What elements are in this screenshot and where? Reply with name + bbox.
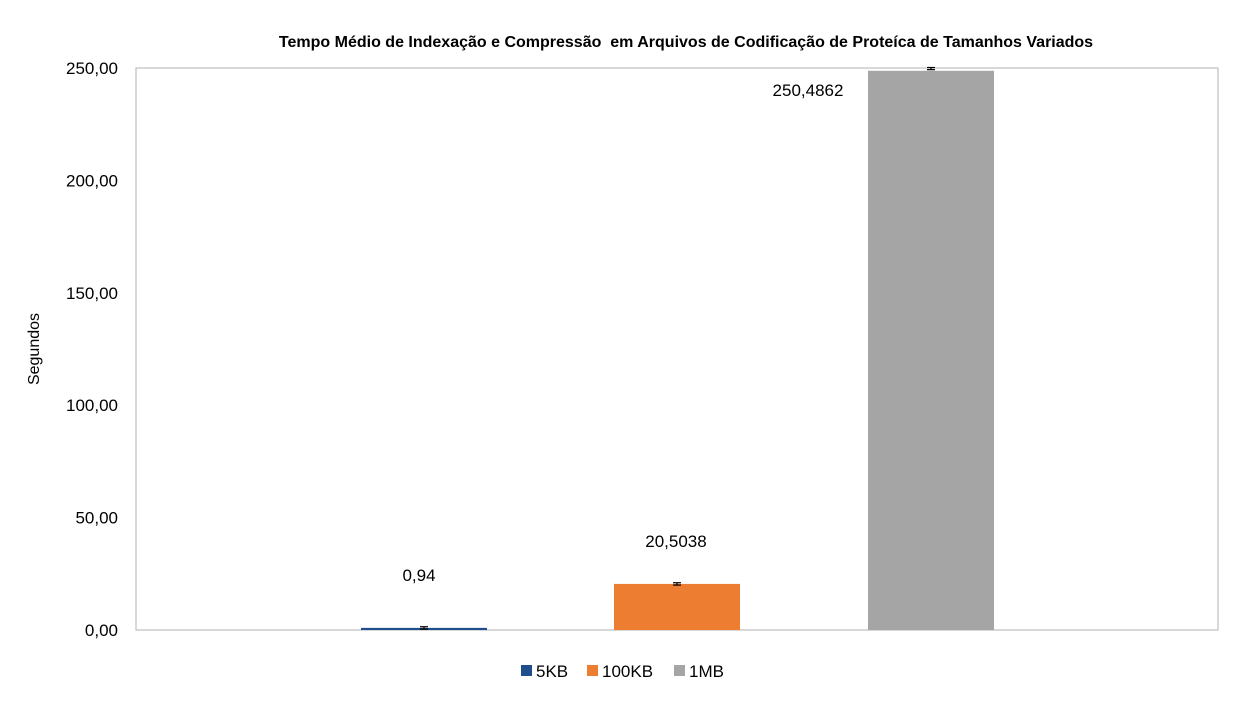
legend-swatch xyxy=(587,665,598,676)
data-label-5kb: 0,94 xyxy=(402,566,435,585)
legend-swatch xyxy=(521,665,532,676)
legend-label: 1MB xyxy=(689,662,724,681)
y-tick-label: 0,00 xyxy=(85,621,118,640)
legend-swatch xyxy=(674,665,685,676)
chart-title: Tempo Médio de Indexação e Compressão em… xyxy=(279,34,1093,51)
legend-label: 5KB xyxy=(536,662,568,681)
bar-100kb xyxy=(614,583,740,630)
y-axis-label: Segundos xyxy=(26,313,43,385)
legend-item-100kb: 100KB xyxy=(587,662,653,681)
error-bar-100kb xyxy=(673,582,681,586)
y-tick-label: 100,00 xyxy=(66,396,118,415)
error-bar-5kb xyxy=(420,626,428,630)
data-label-1mb: 250,4862 xyxy=(773,81,844,100)
data-label-100kb: 20,5038 xyxy=(645,532,706,551)
legend-label: 100KB xyxy=(602,662,653,681)
y-tick-label: 50,00 xyxy=(75,509,118,528)
error-bar-1mb xyxy=(927,66,935,71)
bar-1mb xyxy=(868,70,994,630)
legend-item-1mb: 1MB xyxy=(674,662,724,681)
y-tick-label: 250,00 xyxy=(66,59,118,78)
y-tick-label: 200,00 xyxy=(66,171,118,190)
legend-item-5kb: 5KB xyxy=(521,662,568,681)
y-tick-label: 150,00 xyxy=(66,284,118,303)
